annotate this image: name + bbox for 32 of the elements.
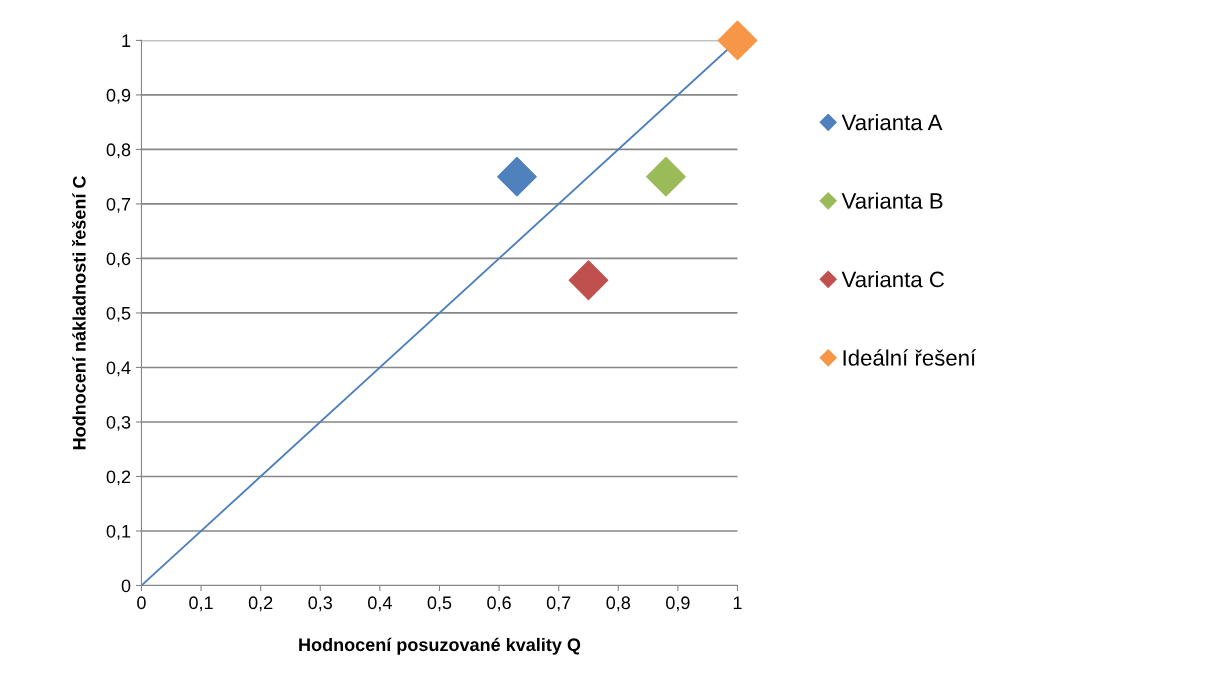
y-tick-label: 1 bbox=[122, 34, 131, 47]
legend-label: Varianta B bbox=[841, 192, 943, 209]
x-tick-label: 0,4 bbox=[368, 596, 392, 612]
x-tick-label: 0,9 bbox=[666, 596, 690, 612]
x-tick-label: 0,7 bbox=[546, 596, 571, 612]
x-tick-label: 0 bbox=[137, 596, 146, 610]
y-tick-label: 0 bbox=[121, 579, 131, 593]
y-tick-label: 0,2 bbox=[106, 470, 131, 486]
y-tick-label: 0,6 bbox=[106, 252, 131, 268]
legend-label: Varianta A bbox=[841, 114, 943, 131]
x-tick-label: 0,6 bbox=[487, 596, 511, 612]
x-tick-label: 0,5 bbox=[427, 596, 452, 612]
legend-label: Varianta C bbox=[841, 270, 945, 288]
y-tick-label: 0,5 bbox=[106, 306, 131, 322]
y-tick-label: 0,3 bbox=[106, 415, 131, 431]
x-tick-label: 0,3 bbox=[308, 596, 333, 612]
x-axis-title: Hodnocení posuzované kvality Q bbox=[299, 637, 581, 655]
x-tick-label: 1 bbox=[733, 596, 742, 609]
y-tick-label: 0,7 bbox=[106, 197, 131, 213]
legend-label: Ideální řešení bbox=[843, 349, 977, 366]
x-tick-label: 0,1 bbox=[189, 596, 213, 612]
y-tick-label: 0,4 bbox=[106, 361, 131, 377]
point bbox=[717, 20, 758, 61]
y-axis-title: Hodnocení nákladnosti řešení C bbox=[72, 175, 86, 450]
point bbox=[646, 156, 686, 197]
y-tick-label: 0,9 bbox=[106, 88, 131, 104]
x-tick-label: 0,8 bbox=[606, 596, 631, 612]
point bbox=[497, 156, 537, 197]
y-tick-label: 0,8 bbox=[106, 143, 131, 159]
point bbox=[568, 260, 609, 301]
y-tick-label: 0,1 bbox=[106, 524, 131, 540]
x-tick-label: 0,2 bbox=[248, 596, 273, 612]
